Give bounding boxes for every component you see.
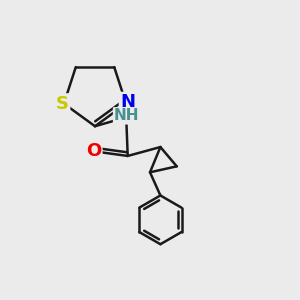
Text: S: S [56, 94, 69, 112]
Text: NH: NH [114, 108, 140, 123]
Text: N: N [120, 93, 135, 111]
Text: O: O [86, 142, 101, 160]
